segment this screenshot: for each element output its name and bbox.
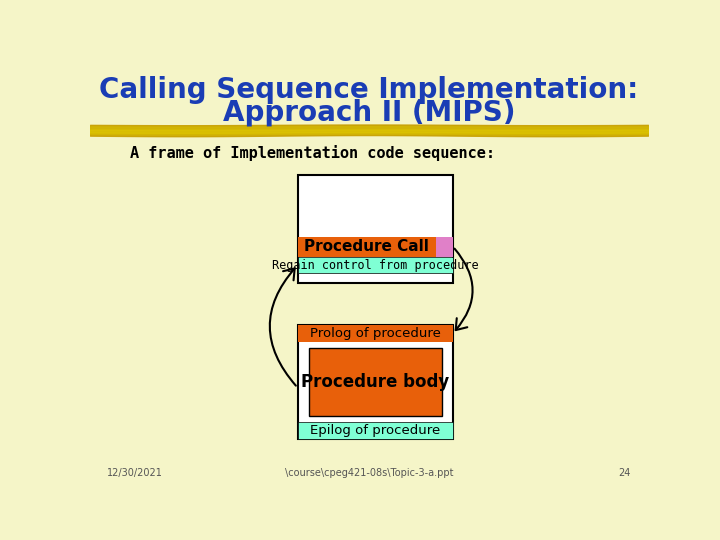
FancyArrowPatch shape	[270, 268, 296, 386]
Bar	[297, 422, 453, 439]
Text: Regain control from procedure: Regain control from procedure	[272, 259, 479, 272]
Text: Approach II (MIPS): Approach II (MIPS)	[222, 98, 516, 126]
Bar	[297, 325, 453, 342]
Text: A frame of Implementation code sequence:: A frame of Implementation code sequence:	[130, 145, 495, 161]
Bar	[297, 175, 453, 283]
Bar	[297, 237, 436, 256]
Bar	[436, 237, 453, 256]
Text: Epilog of procedure: Epilog of procedure	[310, 424, 441, 437]
Text: Calling Sequence Implementation:: Calling Sequence Implementation:	[99, 76, 639, 104]
Text: Procedure body: Procedure body	[301, 373, 449, 391]
Text: \course\cpeg421-08s\Topic-3-a.ppt: \course\cpeg421-08s\Topic-3-a.ppt	[284, 468, 454, 478]
Bar	[297, 256, 453, 273]
Bar	[297, 325, 453, 439]
Text: Procedure Call: Procedure Call	[305, 239, 429, 254]
Text: Prolog of procedure: Prolog of procedure	[310, 327, 441, 340]
Text: 24: 24	[618, 468, 631, 478]
Text: 12/30/2021: 12/30/2021	[107, 468, 163, 478]
FancyArrowPatch shape	[454, 248, 472, 330]
Bar	[309, 348, 442, 416]
